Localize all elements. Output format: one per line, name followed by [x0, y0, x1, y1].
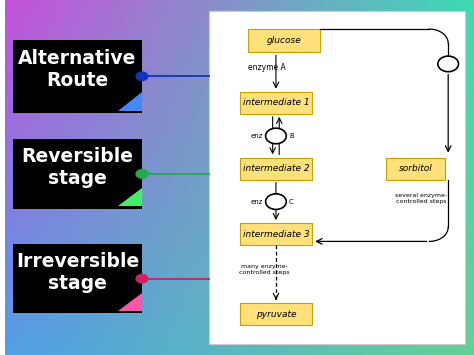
Text: intermediate 1: intermediate 1	[243, 98, 309, 108]
Text: Irreversible
stage: Irreversible stage	[16, 252, 139, 293]
Text: many enzyme-
controlled steps: many enzyme- controlled steps	[239, 264, 290, 275]
FancyBboxPatch shape	[239, 223, 312, 245]
Text: Reversible
stage: Reversible stage	[21, 147, 133, 188]
FancyBboxPatch shape	[13, 244, 142, 313]
Circle shape	[265, 128, 286, 144]
FancyBboxPatch shape	[209, 11, 465, 344]
Polygon shape	[118, 293, 142, 311]
Text: Alternative
Route: Alternative Route	[18, 49, 137, 91]
FancyBboxPatch shape	[13, 140, 142, 208]
FancyBboxPatch shape	[13, 40, 142, 113]
Polygon shape	[118, 188, 142, 207]
Text: sorbitol: sorbitol	[399, 164, 432, 173]
Text: enz: enz	[250, 199, 263, 204]
Circle shape	[136, 71, 148, 81]
Text: intermediate 2: intermediate 2	[243, 164, 309, 173]
Text: several enzyme-
controlled steps: several enzyme- controlled steps	[395, 193, 447, 204]
Polygon shape	[118, 92, 142, 111]
Text: pyruvate: pyruvate	[255, 310, 296, 319]
Text: intermediate 3: intermediate 3	[243, 230, 309, 239]
Circle shape	[265, 194, 286, 209]
FancyBboxPatch shape	[239, 303, 312, 325]
Text: B: B	[289, 133, 294, 139]
Circle shape	[136, 274, 148, 284]
Circle shape	[438, 56, 458, 72]
Text: enzyme A: enzyme A	[248, 63, 285, 72]
Circle shape	[136, 169, 148, 179]
FancyBboxPatch shape	[239, 92, 312, 114]
FancyBboxPatch shape	[247, 29, 320, 52]
Text: glucose: glucose	[266, 36, 301, 45]
Text: enz: enz	[250, 133, 263, 139]
FancyBboxPatch shape	[386, 158, 445, 180]
Text: C: C	[289, 199, 294, 204]
FancyBboxPatch shape	[239, 158, 312, 180]
